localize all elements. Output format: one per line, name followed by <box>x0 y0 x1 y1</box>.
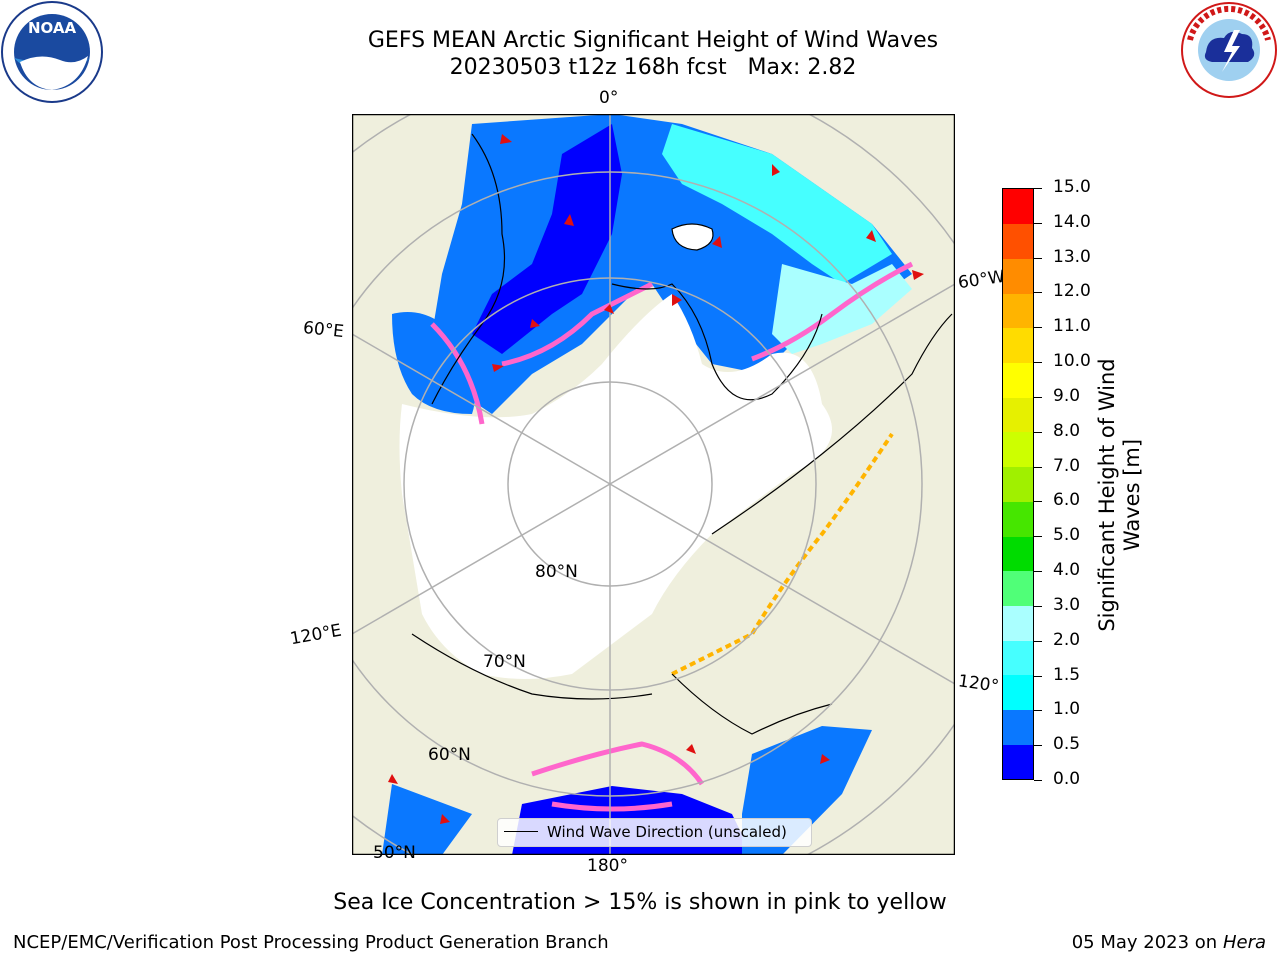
svg-text:NOAA: NOAA <box>28 19 77 37</box>
colorbar-tick-mark <box>1034 501 1042 503</box>
coastline-eurasia <box>431 133 505 405</box>
colorbar-segment <box>1003 640 1033 676</box>
colorbar-segment <box>1003 362 1033 398</box>
iceland <box>671 223 714 251</box>
colorbar-tick-label: 4.0 <box>1053 560 1081 581</box>
sea-ice-note: Sea Ice Concentration > 15% is shown in … <box>333 890 947 915</box>
map-subtitle: 20230503 t12z 168h fcst Max: 2.82 <box>449 55 857 80</box>
lon-label-60w: 60°W <box>956 266 1007 294</box>
colorbar-tick-label: 2.0 <box>1053 629 1081 650</box>
sea-ice-edge-pacific <box>531 741 705 812</box>
colorbar-tick-mark <box>1034 396 1042 398</box>
nws-logo <box>1178 0 1280 100</box>
legend-label: Wind Wave Direction (unscaled) <box>547 823 787 841</box>
colorbar-tick-mark <box>1034 257 1042 259</box>
footer-right: 05 May 2023 on Hera <box>1072 932 1266 953</box>
colorbar-tick-label: 15.0 <box>1053 177 1091 197</box>
colorbar-tick-mark <box>1034 222 1042 224</box>
footer-date: 05 May 2023 on <box>1071 932 1218 953</box>
meridian-lines <box>352 114 955 855</box>
colorbar-tick-mark <box>1034 327 1042 329</box>
lon-label-180: 180° <box>587 856 628 876</box>
colorbar-segment <box>1003 466 1033 502</box>
colorbar-segment <box>1003 223 1033 259</box>
footer-left: NCEP/EMC/Verification Post Processing Pr… <box>13 932 609 953</box>
colorbar-segment <box>1003 397 1033 433</box>
lon-label-0: 0° <box>599 88 619 108</box>
colorbar-tick-label: 0.0 <box>1053 769 1081 789</box>
colorbar-tick-label: 14.0 <box>1053 211 1091 232</box>
norwegian-sea-high <box>662 124 892 284</box>
colorbar-label: Significant Height of Wind Waves [m] <box>1095 345 1145 645</box>
colorbar-tick-mark <box>1034 675 1042 677</box>
coastline-canada <box>711 313 953 535</box>
colorbar-tick-label: 12.0 <box>1053 281 1091 302</box>
colorbar-tick-mark <box>1034 710 1042 712</box>
colorbar-tick-label: 3.0 <box>1053 594 1081 615</box>
colorbar-tick-mark <box>1034 640 1042 642</box>
colorbar-tick-label: 10.0 <box>1053 351 1091 372</box>
colorbar-tick-mark <box>1034 536 1042 538</box>
colorbar-tick-label: 11.0 <box>1053 316 1091 337</box>
colorbar-tick-mark <box>1034 431 1042 433</box>
colorbar-tick-mark <box>1034 292 1042 294</box>
colorbar-label-line2: Waves [m] <box>1120 438 1144 552</box>
lat-label-50n: 50°N <box>373 843 416 863</box>
lat-label-80n: 80°N <box>535 562 578 582</box>
colorbar-tick-mark <box>1034 466 1042 468</box>
lat-label-60n: 60°N <box>428 745 471 765</box>
polar-map <box>351 113 956 856</box>
colorbar-segment <box>1003 431 1033 468</box>
legend-line-sample <box>504 831 538 832</box>
coastline-alaska <box>671 673 833 735</box>
colorbar-tick-mark <box>1034 188 1042 189</box>
sea-ice-edge-yellow <box>671 432 894 676</box>
colorbar-segment <box>1003 605 1033 641</box>
colorbar-tick-label: 7.0 <box>1053 455 1081 476</box>
colorbar-tick-label: 13.0 <box>1053 246 1091 267</box>
colorbar-label-line1: Significant Height of Wind <box>1095 358 1119 632</box>
colorbar-segment <box>1003 293 1033 329</box>
colorbar-tick-mark <box>1034 571 1042 573</box>
colorbar-tick-label: 0.5 <box>1053 734 1081 755</box>
colorbar-tick-mark <box>1034 605 1042 607</box>
lon-label-120w: 120° <box>956 671 1001 697</box>
colorbar-segment <box>1003 709 1033 745</box>
colorbar <box>1002 188 1034 780</box>
colorbar-tick-mark <box>1034 362 1042 364</box>
colorbar-segment <box>1003 501 1033 537</box>
colorbar-segment <box>1003 744 1033 780</box>
footer-machine: Hera <box>1222 932 1266 953</box>
atlantic-low-waves <box>472 124 622 354</box>
colorbar-segment <box>1003 536 1033 572</box>
lon-label-120e: 120°E <box>288 620 344 650</box>
labrador-sea <box>392 312 476 414</box>
lon-label-60e: 60°E <box>302 317 345 343</box>
lat-label-70n: 70°N <box>483 652 526 672</box>
colorbar-segment <box>1003 674 1033 711</box>
colorbar-tick-label: 6.0 <box>1053 490 1081 511</box>
colorbar-tick-label: 8.0 <box>1053 420 1081 441</box>
wind-wave-arrows <box>388 134 924 824</box>
coastline-greenland <box>611 283 823 401</box>
colorbar-tick-label: 5.0 <box>1053 525 1081 546</box>
colorbar-tick-mark <box>1034 745 1042 747</box>
gulf-of-alaska <box>382 784 472 855</box>
colorbar-segment <box>1003 327 1033 364</box>
map-title: GEFS MEAN Arctic Significant Height of W… <box>367 28 939 53</box>
colorbar-tick-label: 1.0 <box>1053 699 1081 720</box>
colorbar-tick-mark <box>1034 780 1042 781</box>
noaa-logo: NOAA <box>0 0 104 104</box>
coastline-siberia <box>411 633 653 700</box>
colorbar-segment <box>1003 570 1033 606</box>
map-legend: Wind Wave Direction (unscaled) <box>497 818 812 847</box>
colorbar-segment <box>1003 258 1033 294</box>
colorbar-segment <box>1003 189 1033 225</box>
colorbar-tick-label: 1.5 <box>1053 664 1081 685</box>
colorbar-tick-label: 9.0 <box>1053 385 1081 406</box>
sea-ice-edge-atlantic <box>430 261 914 425</box>
